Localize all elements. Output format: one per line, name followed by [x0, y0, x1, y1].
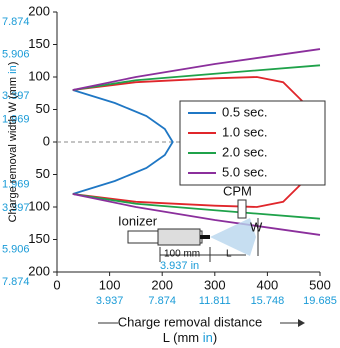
ionizer-head	[157, 228, 201, 246]
legend-label: 2.0 sec.	[222, 144, 268, 159]
y-tick-label: 200	[28, 3, 50, 18]
distance-mm: 100 mm	[164, 249, 200, 260]
y-tick-label: 50	[36, 166, 50, 181]
x-title-unit: in	[203, 330, 213, 345]
series-line	[72, 64, 321, 91]
y-title-text: )	[7, 62, 19, 66]
x-tick-label: 0	[53, 277, 60, 292]
x2-tick-label: 7.874	[148, 295, 176, 307]
y2-tick-label: 1.969	[2, 113, 30, 125]
arrow-head	[298, 319, 305, 327]
y2-tick-label: 5.906	[2, 48, 30, 60]
distance-in: 3.937 in	[160, 260, 199, 272]
y-title-unit: in	[7, 65, 19, 74]
y-tick-label: 0	[43, 133, 50, 148]
ionizer-nozzle	[200, 235, 210, 239]
x-tick-label: 400	[257, 277, 279, 292]
y2-tick-label: 7.874	[2, 16, 30, 28]
x-axis-title: L (mm in)	[163, 330, 217, 345]
y2-tick-label: 1.969	[2, 178, 30, 190]
y2-tick-label: 3.397	[2, 202, 30, 214]
w-label: W	[250, 219, 263, 234]
cpm-label: CPM	[223, 183, 252, 198]
y-tick-label: 150	[28, 231, 50, 246]
x2-tick-label: 3.937	[96, 295, 124, 307]
x-title-text: L (mm	[163, 330, 203, 345]
x-tick-label: 300	[204, 277, 226, 292]
series-line	[72, 193, 321, 220]
legend-label: 0.5 sec.	[222, 104, 268, 119]
y-tick-label: 150	[28, 36, 50, 51]
x-tick-label: 200	[151, 277, 173, 292]
legend-label: 5.0 sec.	[222, 164, 268, 179]
series-line	[72, 48, 321, 91]
x2-tick-label: 11.811	[199, 295, 231, 307]
x2-tick-label: 19.685	[303, 295, 337, 307]
legend-label: 1.0 sec.	[222, 124, 268, 139]
x2-tick-label: 15.748	[251, 295, 285, 307]
y2-tick-label: 3.397	[2, 90, 30, 102]
series-line	[72, 89, 174, 195]
legend: 0.5 sec. 1.0 sec. 2.0 sec. 5.0 sec.	[179, 100, 326, 186]
y2-tick-label: 7.874	[2, 276, 30, 288]
y-tick-label: 200	[28, 263, 50, 278]
ionizer-diagram: Ionizer CPM W L 100 mm 3.937 in	[118, 183, 263, 271]
series-line	[72, 193, 321, 236]
y-tick-label: 100	[28, 68, 50, 83]
x-axis-title: Charge removal distance	[118, 314, 263, 329]
y-title-text: Charge removal width W (mm	[7, 74, 19, 223]
cpm-sensor	[237, 199, 247, 219]
ion-cone	[210, 218, 256, 256]
plot: 200150100500501001502007.8745.9063.3971.…	[2, 3, 337, 306]
x-tick-label: 100	[99, 277, 121, 292]
y-tick-label: 50	[36, 101, 50, 116]
x-title-text: )	[213, 330, 217, 345]
x-tick-label: 500	[309, 277, 331, 292]
l-label: L	[226, 249, 232, 260]
y2-tick-label: 5.906	[2, 243, 30, 255]
legend-box	[179, 100, 326, 186]
ionizer-label: Ionizer	[118, 213, 158, 228]
y-tick-label: 100	[28, 198, 50, 213]
y-axis-title: Charge removal width W (mm in)	[7, 62, 19, 223]
